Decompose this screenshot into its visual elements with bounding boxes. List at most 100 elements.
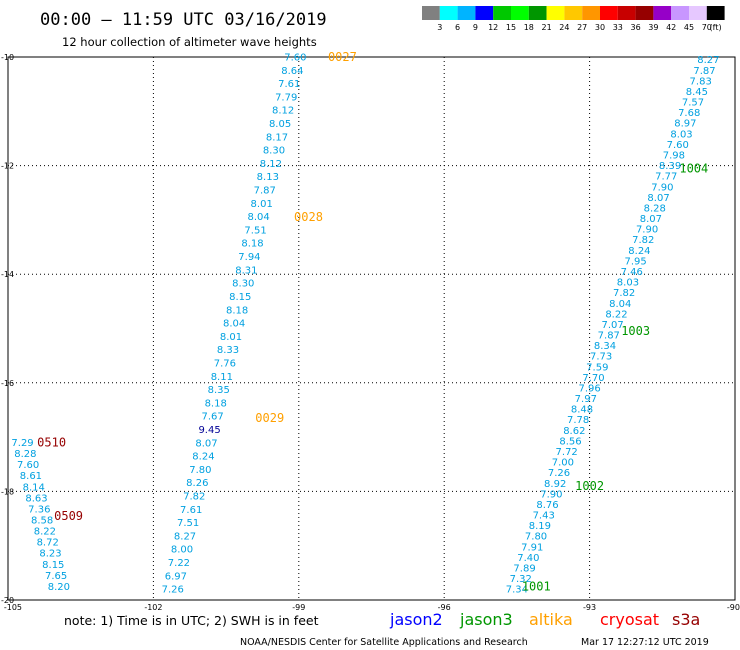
chart-subtitle: 12 hour collection of altimeter wave hei… [62, 35, 317, 49]
x-tick-label: -99 [292, 603, 305, 612]
legend-swatch [617, 6, 636, 20]
wave-height-value: 7.97 [575, 394, 597, 405]
wave-height-value: 8.01 [251, 199, 273, 210]
wave-height-value: 7.61 [180, 505, 202, 516]
pass-label: 1002 [575, 479, 604, 493]
wave-height-value: 7.76 [214, 358, 236, 369]
wave-height-value: 7.89 [513, 563, 535, 574]
wave-height-value: 8.34 [594, 341, 616, 352]
wave-height-value: 7.26 [548, 468, 570, 479]
wave-height-value: 7.40 [517, 553, 539, 564]
wave-height-value: 7.96 [579, 383, 601, 394]
pass-label: 0029 [255, 411, 284, 425]
wave-height-value: 7.87 [693, 66, 715, 77]
legend-label: 18 [524, 23, 534, 32]
wave-height-value: 8.45 [686, 87, 708, 98]
legend-swatch [475, 6, 494, 20]
wave-height-value: 8.63 [25, 493, 47, 504]
wave-height-value: 7.32 [510, 574, 532, 585]
pass-label: 1001 [522, 579, 551, 593]
wave-height-value: 7.87 [254, 186, 276, 197]
wave-height-value: 8.07 [640, 214, 662, 225]
wave-height-value: 8.04 [223, 319, 245, 330]
wave-height-value: 8.01 [220, 332, 242, 343]
note-text: note: 1) Time is in UTC; 2) SWH is in fe… [64, 613, 319, 628]
wave-height-value: 7.59 [586, 362, 608, 373]
y-tick-label: -20 [1, 596, 14, 605]
legend-label: 42 [666, 23, 676, 32]
legend-swatch [528, 6, 547, 20]
wave-height-value: 7.90 [540, 489, 562, 500]
x-tick-label: -93 [583, 603, 596, 612]
legend-swatch [439, 6, 458, 20]
wave-height-value: 7.29 [11, 438, 33, 449]
x-tick-labels: -105 -102 -99 -96 -93 -90 [4, 603, 740, 612]
wave-height-value: 8.97 [674, 119, 696, 130]
wave-height-value: 8.15 [229, 292, 251, 303]
wave-height-value: 8.22 [605, 309, 627, 320]
legend-label: 36 [631, 23, 641, 32]
wave-height-value: 8.17 [266, 132, 288, 143]
wave-height-value: 8.14 [23, 482, 45, 493]
wave-height-value: 8.48 [571, 405, 593, 416]
wave-height-value: 8.07 [647, 193, 669, 204]
wave-height-value: 8.35 [208, 385, 230, 396]
wave-height-value: 8.11 [211, 372, 233, 383]
y-tick-label: -12 [1, 162, 14, 171]
legend-swatch [422, 6, 440, 20]
wave-height-value: 8.27 [174, 531, 196, 542]
legend-label: 70 [702, 23, 712, 32]
wave-height-value: 8.04 [609, 299, 631, 310]
mission-cryosat: cryosat [600, 610, 659, 629]
wave-height-value: 8.33 [217, 345, 239, 356]
legend-label: 3 [437, 23, 442, 32]
wave-height-value: 7.80 [525, 532, 547, 543]
x-tick-label: -102 [144, 603, 162, 612]
wave-height-value: 7.07 [601, 320, 623, 331]
wave-height-value: 8.18 [205, 398, 227, 409]
legend-unit: (ft) [710, 23, 722, 32]
wave-height-value: 7.43 [533, 511, 555, 522]
legend-swatch [653, 6, 672, 20]
pass-label: 0028 [294, 210, 323, 224]
wave-height-value: 8.26 [186, 478, 208, 489]
wave-height-value: 7.26 [162, 585, 184, 596]
legend-label: 9 [473, 23, 478, 32]
wave-height-value: 8.28 [14, 449, 36, 460]
wave-height-value: 7.22 [168, 558, 190, 569]
wave-height-value: 8.19 [529, 521, 551, 532]
wave-height-value: 7.65 [45, 571, 67, 582]
wave-height-value: 7.67 [202, 412, 224, 423]
wave-height-value: 8.24 [192, 452, 214, 463]
wave-height-value: 7.60 [284, 53, 306, 64]
legend-swatch [511, 6, 529, 20]
wave-height-value: 7.70 [582, 373, 604, 384]
wave-height-value: 7.68 [678, 108, 700, 119]
wave-height-value: 8.04 [247, 212, 269, 223]
wave-height-value: 8.62 [563, 426, 585, 437]
y-tick-label: -14 [1, 270, 14, 279]
legend-label: 21 [542, 23, 552, 32]
wave-height-value: 7.51 [244, 225, 266, 236]
wave-height-value: 7.60 [667, 140, 689, 151]
wave-height-value: 8.12 [260, 159, 282, 170]
wave-height-value: 8.22 [34, 527, 56, 538]
wave-height-value: 7.80 [189, 465, 211, 476]
wave-height-value: 8.00 [171, 545, 193, 556]
legend-swatch [582, 6, 600, 20]
wave-height-value: 8.61 [20, 471, 42, 482]
plot-frame [7, 56, 736, 601]
wave-height-value: 8.05 [269, 119, 291, 130]
legend-label: 45 [684, 23, 694, 32]
mission-jason2: jason2 [389, 610, 443, 629]
wave-height-value: 8.15 [42, 560, 64, 571]
legend-label: 39 [648, 23, 658, 32]
wave-height-value: 7.78 [567, 415, 589, 426]
y-tick-label: -10 [1, 53, 14, 62]
legend-swatch [671, 6, 689, 20]
wave-height-value: 8.58 [31, 516, 53, 527]
legend-label: 33 [613, 23, 623, 32]
pass-label: 0510 [37, 436, 66, 450]
wave-height-value: 7.57 [682, 98, 704, 109]
wave-height-value: 8.39 [659, 161, 681, 172]
